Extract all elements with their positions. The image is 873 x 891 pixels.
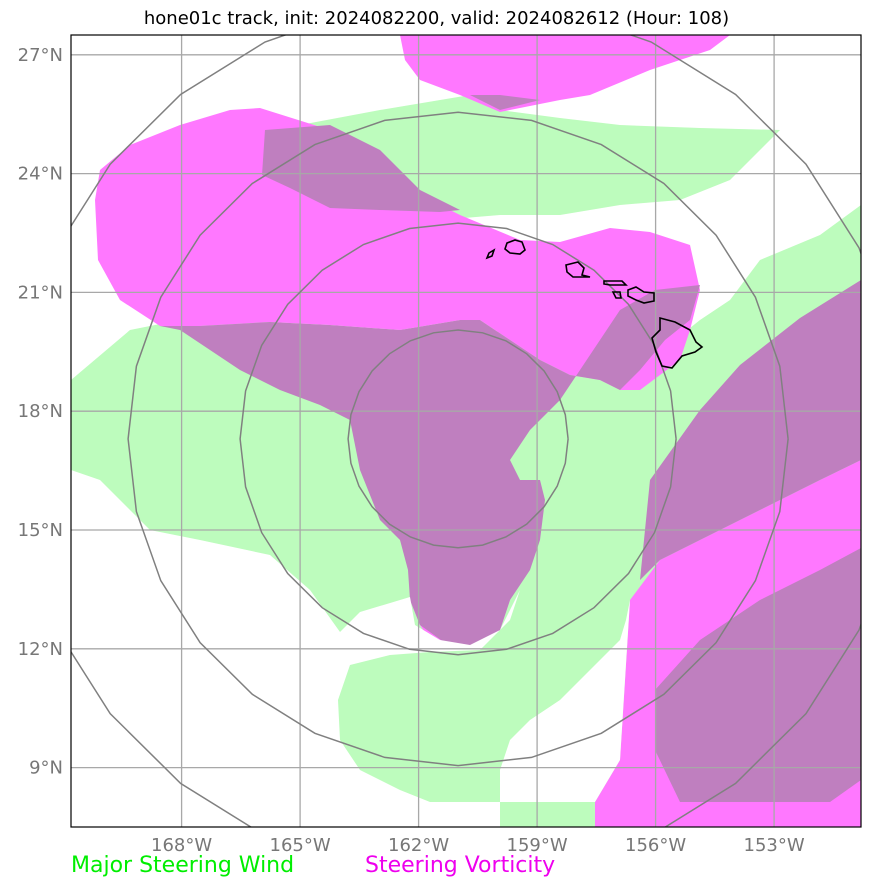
- legend-steering-wind: Major Steering Wind: [71, 853, 295, 878]
- longitude-labels: 168°W 165°W 162°W 159°W 156°W 153°W: [151, 835, 805, 856]
- lat-tick-label: 27°N: [18, 45, 63, 66]
- range-rings: [71, 35, 861, 827]
- lat-tick-label: 21°N: [18, 282, 63, 303]
- lon-tick-label: 165°W: [270, 835, 331, 856]
- range-ring: [239, 222, 677, 656]
- lat-tick-label: 12°N: [18, 639, 63, 660]
- lanai-island: [611, 291, 622, 299]
- range-ring: [347, 329, 569, 549]
- lat-tick-label: 15°N: [18, 520, 63, 541]
- oahu-island: [565, 261, 591, 278]
- graticule: [71, 35, 861, 827]
- overlap-region: [160, 95, 861, 802]
- lon-tick-label: 153°W: [744, 835, 805, 856]
- hawaii-island: [651, 316, 704, 369]
- map-title: hone01c track, init: 2024082200, valid: …: [143, 8, 730, 29]
- latitude-labels: 9°N 12°N 15°N 18°N 21°N 24°N 27°N: [18, 45, 63, 779]
- range-ring: [71, 35, 861, 827]
- maui-island: [627, 286, 655, 304]
- lon-tick-label: 159°W: [507, 835, 568, 856]
- lon-tick-label: 168°W: [151, 835, 212, 856]
- lat-tick-label: 24°N: [18, 164, 63, 185]
- niihau-island: [485, 248, 496, 260]
- kauai-island: [504, 239, 526, 255]
- molokai-island: [603, 280, 628, 286]
- lon-tick-label: 156°W: [625, 835, 686, 856]
- hawaiian-islands-coastline: [485, 239, 704, 369]
- map-fields: [71, 35, 861, 827]
- lat-tick-label: 18°N: [18, 401, 63, 422]
- lat-tick-label: 9°N: [29, 758, 63, 779]
- lon-tick-label: 162°W: [388, 835, 449, 856]
- range-ring: [127, 111, 789, 767]
- map-frame: [70, 34, 862, 828]
- legend-steering-vorticity: Steering Vorticity: [365, 853, 556, 878]
